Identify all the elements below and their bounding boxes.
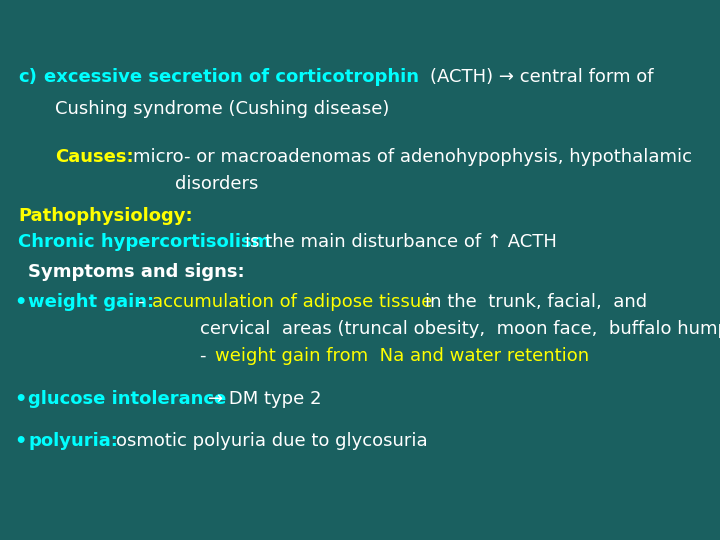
Text: •: • [14, 293, 27, 312]
Text: Causes:: Causes: [55, 148, 134, 166]
Text: in the  trunk, facial,  and: in the trunk, facial, and [425, 293, 647, 311]
Text: → DM type 2: → DM type 2 [208, 390, 322, 408]
Text: osmotic polyuria due to glycosuria: osmotic polyuria due to glycosuria [116, 432, 428, 450]
Text: is the main disturbance of ↑ ACTH: is the main disturbance of ↑ ACTH [245, 233, 557, 251]
Text: (ACTH) → central form of: (ACTH) → central form of [430, 68, 654, 86]
Text: Chronic hypercortisolism: Chronic hypercortisolism [18, 233, 271, 251]
Text: •: • [14, 432, 27, 451]
Text: •: • [14, 390, 27, 409]
Text: micro- or macroadenomas of adenohypophysis, hypothalamic: micro- or macroadenomas of adenohypophys… [133, 148, 692, 166]
Text: polyuria:: polyuria: [28, 432, 118, 450]
Text: Cushing syndrome (Cushing disease): Cushing syndrome (Cushing disease) [55, 100, 390, 118]
Text: -: - [138, 293, 150, 311]
Text: Pathophysiology:: Pathophysiology: [18, 207, 193, 225]
Text: glucose intolerance: glucose intolerance [28, 390, 226, 408]
Text: excessive secretion of corticotrophin: excessive secretion of corticotrophin [44, 68, 419, 86]
Text: Symptoms and signs:: Symptoms and signs: [28, 263, 245, 281]
Text: accumulation of adipose tissue: accumulation of adipose tissue [152, 293, 433, 311]
Text: c): c) [18, 68, 37, 86]
Text: weight gain:: weight gain: [28, 293, 154, 311]
Text: weight gain from  Na and water retention: weight gain from Na and water retention [215, 347, 589, 365]
Text: -: - [200, 347, 212, 365]
Text: cervical  areas (truncal obesity,  moon face,  buffalo hump): cervical areas (truncal obesity, moon fa… [200, 320, 720, 338]
Text: disorders: disorders [175, 175, 258, 193]
